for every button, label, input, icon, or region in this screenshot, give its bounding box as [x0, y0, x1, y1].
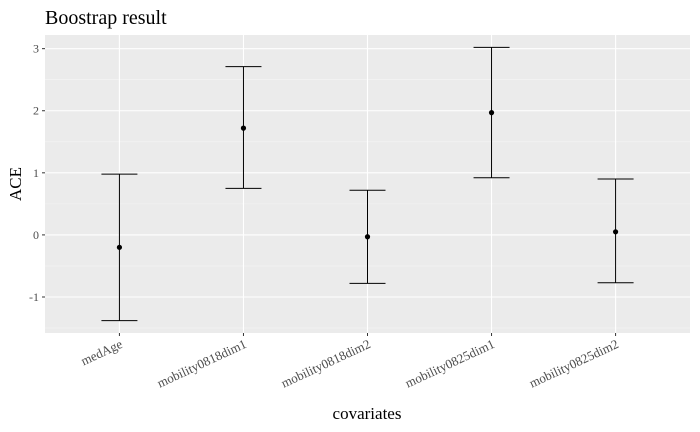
y-tick-label: 3: [33, 42, 39, 56]
y-axis: -1 0 1 2 3: [29, 42, 45, 304]
marks-layer: [101, 46, 634, 322]
x-tick-label: mobility0818dim2: [279, 336, 373, 391]
point-estimate: [240, 125, 247, 131]
x-tick-label: mobility0825dim1: [403, 336, 497, 391]
x-tick-label: mobility0825dim2: [527, 336, 621, 391]
point-estimate: [488, 110, 495, 116]
x-tick-label: mobility0818dim1: [155, 336, 249, 391]
y-axis-title: ACE: [6, 167, 25, 201]
point-estimate: [116, 244, 123, 250]
y-tick-label: 0: [33, 228, 39, 242]
y-tick-label: 2: [33, 104, 39, 118]
point-estimate: [364, 234, 371, 240]
x-tick-label: medAge: [78, 336, 124, 368]
x-axis-title: covariates: [333, 404, 402, 423]
y-tick-label: -1: [29, 290, 39, 304]
x-axis: medAge mobility0818dim1 mobility0818dim2 mo…: [78, 333, 621, 391]
chart-title: Boostrap result: [45, 7, 167, 29]
y-tick-label: 1: [33, 166, 39, 180]
point-estimate: [612, 229, 619, 235]
